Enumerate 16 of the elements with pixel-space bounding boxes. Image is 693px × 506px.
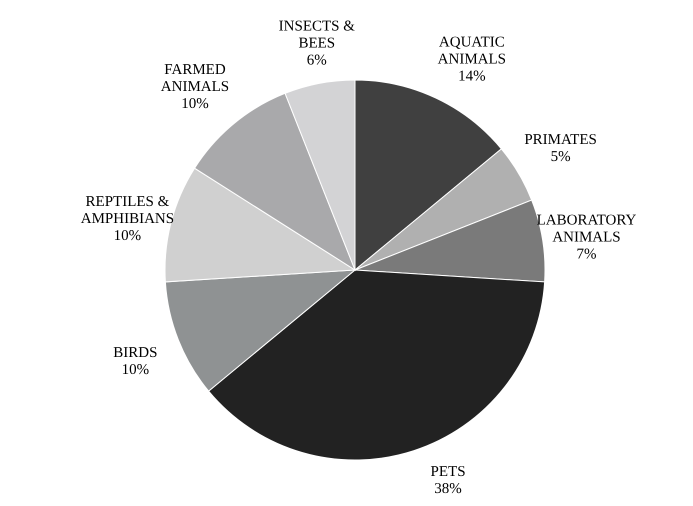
slice-label: INSECTS & BEES [278,18,356,52]
slice-label: PRIMATES [524,132,597,148]
slice-label: AQUATIC ANIMALS [438,34,506,68]
data-label: 7% [576,246,596,263]
slice-label: LABORATORY ANIMALS [536,212,637,246]
data-label: 10% [114,228,142,244]
data-label: 6% [306,52,327,69]
data-label: 10% [122,362,150,378]
slice-label: FARMED ANIMALS [160,62,230,95]
data-label: 14% [458,68,486,84]
data-label: 10% [181,96,209,112]
slice-label: PETS [430,464,466,480]
slice-label: BIRDS [113,345,158,362]
data-label: 38% [434,481,462,498]
data-label: 5% [550,149,571,166]
slice-label: REPTILES & AMPHIBIANS [80,194,174,227]
